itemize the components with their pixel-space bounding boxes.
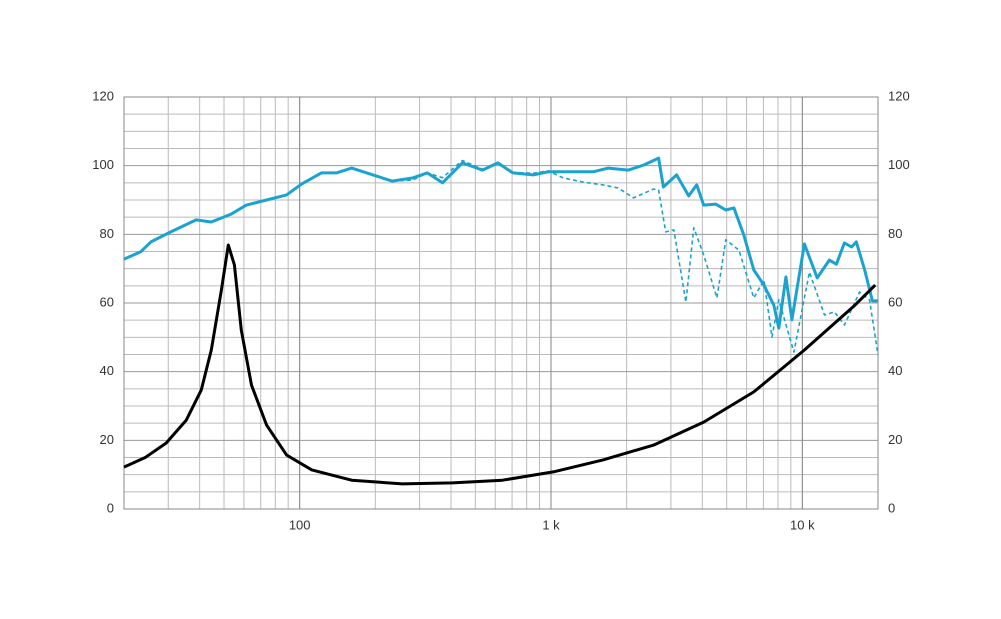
- y2-tick-label: 40: [888, 363, 902, 378]
- y-tick-label: 80: [100, 226, 114, 241]
- y-tick-label: 0: [107, 500, 114, 515]
- y2-tick-label: 20: [888, 432, 902, 447]
- x-tick-label: 1 k: [542, 517, 560, 532]
- y2-tick-label: 60: [888, 294, 902, 309]
- series-line: [123, 159, 879, 355]
- y-tick-label: 60: [100, 294, 114, 309]
- y2-tick-label: 0: [888, 500, 895, 515]
- y2-tick-label: 100: [888, 157, 910, 172]
- series-line: [123, 243, 877, 486]
- y2-tick-label: 80: [888, 226, 902, 241]
- y-tick-label: 20: [100, 432, 114, 447]
- y-tick-label: 120: [92, 88, 114, 103]
- plot-border: [123, 96, 879, 510]
- x-tick-label: 10 k: [790, 517, 815, 532]
- y-tick-label: 40: [100, 363, 114, 378]
- y-tick-label: 100: [92, 157, 114, 172]
- series-line: [123, 156, 878, 330]
- x-tick-label: 100: [289, 517, 311, 532]
- y2-tick-label: 120: [888, 88, 910, 103]
